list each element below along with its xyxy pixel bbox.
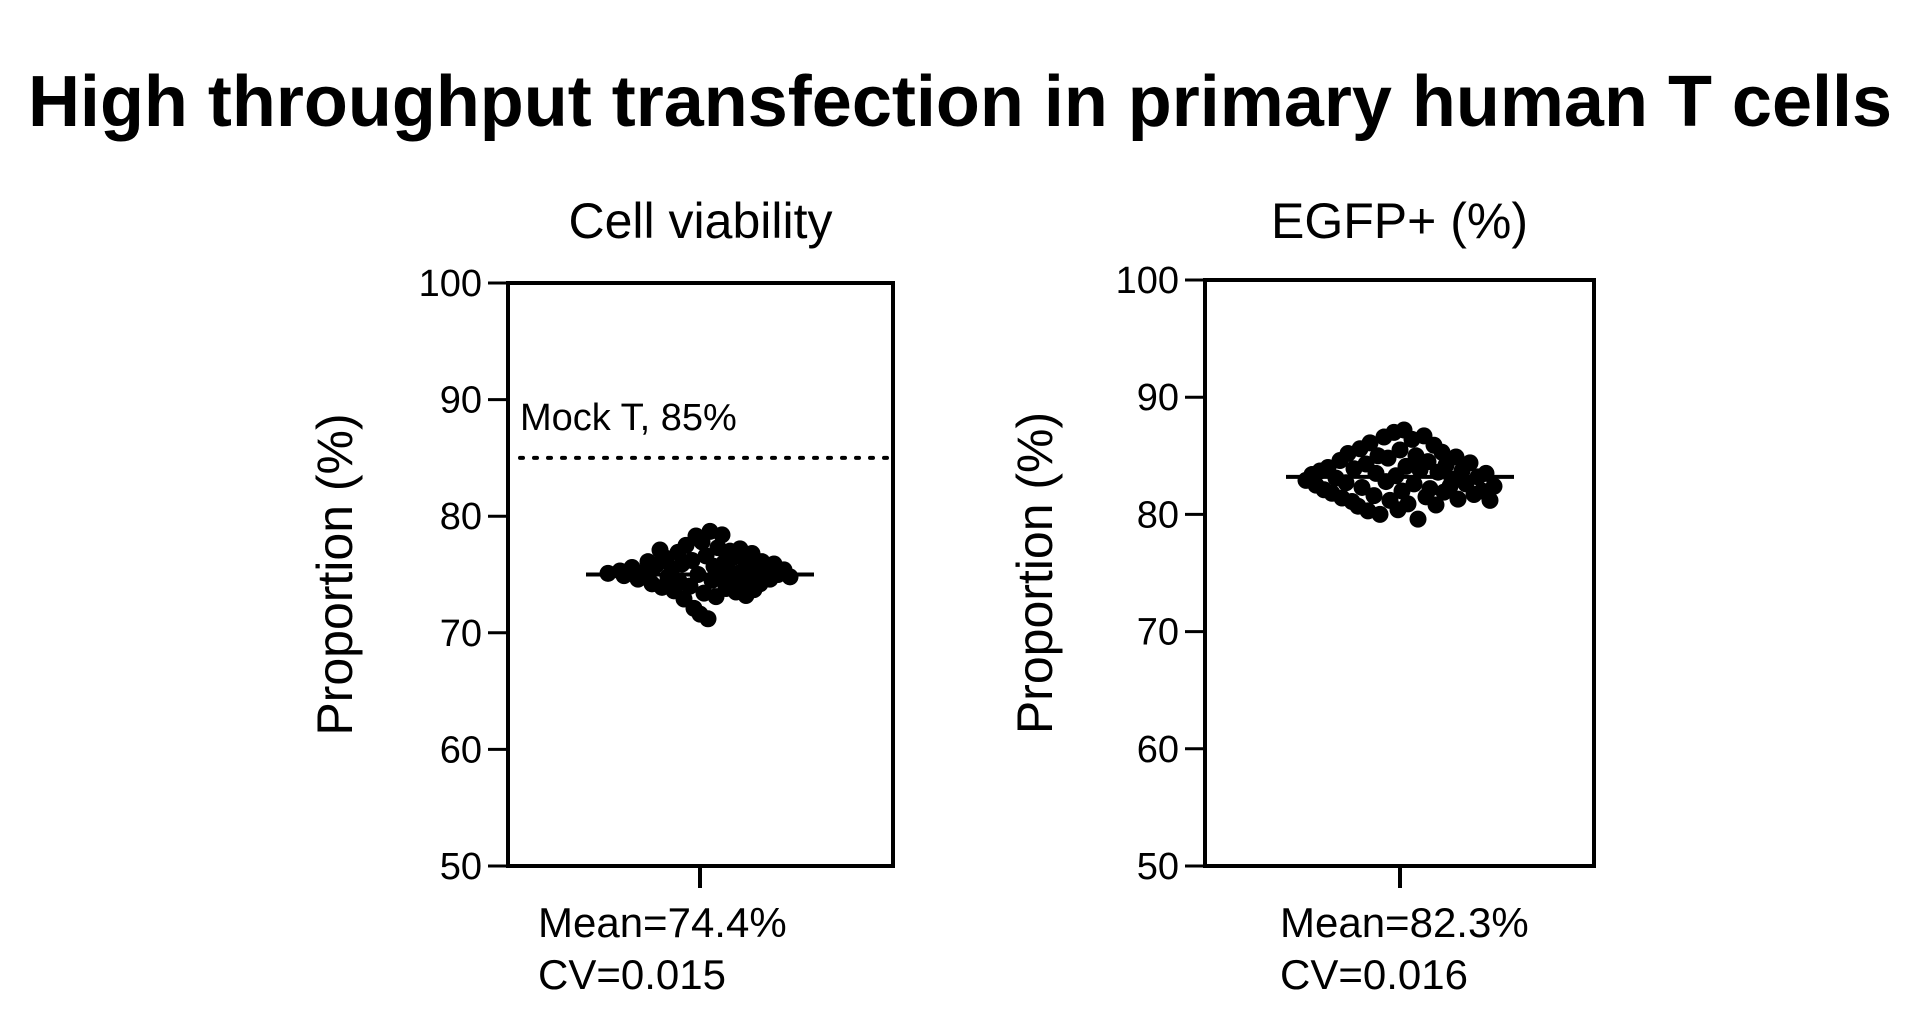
data-point bbox=[1421, 480, 1439, 498]
panel-title: EGFP+ (%) bbox=[1271, 193, 1528, 249]
data-point bbox=[1353, 478, 1371, 496]
data-point bbox=[1361, 434, 1379, 452]
data-point bbox=[1433, 443, 1451, 461]
y-tick-label: 50 bbox=[1137, 846, 1179, 888]
y-axis-label: Proportion (%) bbox=[307, 413, 363, 735]
y-tick-label: 60 bbox=[440, 729, 482, 771]
cell-viability-panel: Cell viability Proportion (%) 50 60 70 80 90 10… bbox=[307, 193, 895, 998]
mean-label: Mean=74.4% bbox=[538, 899, 787, 946]
y-tick-label: 100 bbox=[419, 263, 482, 305]
egfp-panel: EGFP+ (%) Proportion (%) 50 60 70 80 90 100 Mean… bbox=[1007, 193, 1596, 998]
data-point bbox=[1419, 453, 1437, 471]
y-axis-label: Proportion (%) bbox=[1007, 412, 1063, 734]
data-point bbox=[1409, 510, 1427, 528]
data-point bbox=[1485, 477, 1503, 495]
y-tick-label: 50 bbox=[440, 846, 482, 888]
y-tick-label: 90 bbox=[440, 380, 482, 422]
data-point bbox=[1371, 505, 1389, 523]
data-point bbox=[713, 526, 731, 544]
y-tick-label: 70 bbox=[440, 613, 482, 655]
cv-label: CV=0.015 bbox=[538, 951, 726, 998]
data-point bbox=[1397, 457, 1415, 475]
data-point bbox=[1405, 475, 1423, 493]
data-point bbox=[1461, 454, 1479, 472]
figure-title: High throughput transfection in primary … bbox=[27, 62, 1893, 142]
panel-title: Cell viability bbox=[569, 193, 833, 249]
plot-frame bbox=[1203, 278, 1596, 868]
mean-label: Mean=82.3% bbox=[1280, 899, 1529, 946]
data-point bbox=[1427, 496, 1445, 514]
y-tick-label: 70 bbox=[1137, 612, 1179, 654]
data-point bbox=[1391, 441, 1409, 459]
y-tick-label: 100 bbox=[1116, 260, 1179, 302]
reference-line-label: Mock T, 85% bbox=[520, 397, 737, 439]
data-point bbox=[699, 610, 717, 628]
data-point bbox=[1399, 495, 1417, 513]
data-point bbox=[1365, 487, 1383, 505]
y-tick-label: 80 bbox=[1137, 494, 1179, 536]
data-point bbox=[683, 552, 701, 570]
data-point bbox=[1447, 448, 1465, 466]
data-point bbox=[1481, 491, 1499, 509]
data-point bbox=[781, 568, 799, 586]
y-tick-label: 60 bbox=[1137, 729, 1179, 771]
y-tick-label: 90 bbox=[1137, 377, 1179, 419]
cv-label: CV=0.016 bbox=[1280, 951, 1468, 998]
data-point bbox=[1449, 490, 1467, 508]
data-point bbox=[1379, 449, 1397, 467]
y-tick-label: 80 bbox=[440, 496, 482, 538]
